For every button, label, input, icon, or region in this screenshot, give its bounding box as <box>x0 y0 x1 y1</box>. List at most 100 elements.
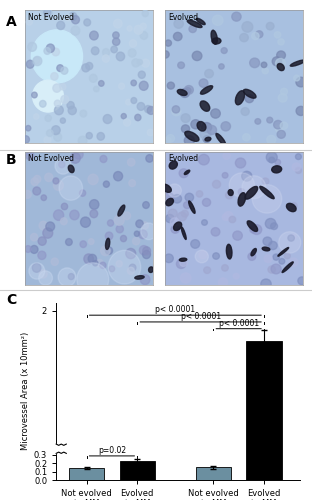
Circle shape <box>88 254 96 263</box>
Circle shape <box>143 250 150 258</box>
Circle shape <box>129 180 135 186</box>
Circle shape <box>222 264 228 271</box>
Circle shape <box>222 172 228 178</box>
Circle shape <box>52 48 60 56</box>
Circle shape <box>90 31 98 40</box>
Circle shape <box>204 267 211 274</box>
Ellipse shape <box>260 186 274 198</box>
Circle shape <box>292 163 301 171</box>
Circle shape <box>205 70 213 78</box>
Circle shape <box>295 168 301 173</box>
Circle shape <box>41 7 47 14</box>
Circle shape <box>101 246 110 256</box>
Circle shape <box>80 241 86 248</box>
Ellipse shape <box>212 38 221 44</box>
Circle shape <box>128 49 136 57</box>
Circle shape <box>165 40 172 46</box>
Ellipse shape <box>135 276 144 279</box>
Circle shape <box>140 32 148 40</box>
Circle shape <box>280 88 287 95</box>
Circle shape <box>133 238 140 245</box>
Circle shape <box>180 88 189 98</box>
Circle shape <box>109 266 115 272</box>
Circle shape <box>33 57 40 64</box>
Circle shape <box>229 216 236 222</box>
Circle shape <box>45 173 53 182</box>
Circle shape <box>233 231 242 240</box>
Circle shape <box>137 60 143 65</box>
Circle shape <box>99 80 104 86</box>
Circle shape <box>221 48 227 54</box>
Circle shape <box>278 39 284 45</box>
Ellipse shape <box>118 205 125 216</box>
Circle shape <box>296 77 306 87</box>
Circle shape <box>143 247 151 255</box>
Circle shape <box>94 86 99 92</box>
Circle shape <box>88 238 94 244</box>
Bar <box>119 461 155 480</box>
Circle shape <box>96 260 103 267</box>
Circle shape <box>137 102 145 110</box>
Circle shape <box>199 251 207 258</box>
Bar <box>69 468 104 480</box>
Circle shape <box>233 274 239 279</box>
Circle shape <box>86 132 92 139</box>
Circle shape <box>166 214 174 222</box>
Text: A: A <box>6 15 17 29</box>
Circle shape <box>142 59 149 67</box>
Circle shape <box>277 62 282 68</box>
Circle shape <box>32 92 37 98</box>
Circle shape <box>275 58 285 68</box>
Circle shape <box>26 60 34 68</box>
Circle shape <box>242 172 252 181</box>
Circle shape <box>275 160 280 165</box>
Circle shape <box>173 194 182 203</box>
Circle shape <box>226 192 233 199</box>
Circle shape <box>129 40 137 47</box>
Ellipse shape <box>177 90 187 96</box>
Circle shape <box>245 94 254 102</box>
Circle shape <box>172 107 181 116</box>
Circle shape <box>80 110 87 117</box>
Ellipse shape <box>286 204 296 212</box>
Text: C: C <box>6 292 17 306</box>
Circle shape <box>140 274 150 284</box>
Circle shape <box>38 251 46 260</box>
Circle shape <box>189 26 196 32</box>
Circle shape <box>46 44 55 52</box>
Circle shape <box>45 10 53 18</box>
Circle shape <box>141 223 157 240</box>
Ellipse shape <box>169 161 177 169</box>
Circle shape <box>33 187 41 195</box>
Circle shape <box>114 215 124 226</box>
Ellipse shape <box>166 198 173 206</box>
Circle shape <box>222 214 229 220</box>
Circle shape <box>294 75 300 81</box>
Circle shape <box>178 62 184 68</box>
Circle shape <box>121 114 126 119</box>
Circle shape <box>127 267 134 274</box>
Circle shape <box>25 246 31 252</box>
Circle shape <box>135 114 141 120</box>
Text: p=0.02: p=0.02 <box>98 446 126 455</box>
Circle shape <box>65 14 71 21</box>
Circle shape <box>26 126 31 131</box>
Circle shape <box>291 202 297 208</box>
Circle shape <box>41 195 46 200</box>
Circle shape <box>119 83 124 89</box>
Circle shape <box>252 184 282 213</box>
Circle shape <box>198 154 209 165</box>
Circle shape <box>31 30 82 83</box>
Circle shape <box>124 119 131 126</box>
Circle shape <box>266 152 277 162</box>
Circle shape <box>57 64 63 71</box>
Circle shape <box>132 59 140 67</box>
Circle shape <box>55 106 63 115</box>
Ellipse shape <box>68 165 74 172</box>
Circle shape <box>242 22 253 32</box>
Circle shape <box>134 231 139 236</box>
Text: Not Evolved: Not Evolved <box>28 12 74 22</box>
Circle shape <box>142 10 148 16</box>
Circle shape <box>263 237 272 246</box>
Circle shape <box>185 88 191 94</box>
